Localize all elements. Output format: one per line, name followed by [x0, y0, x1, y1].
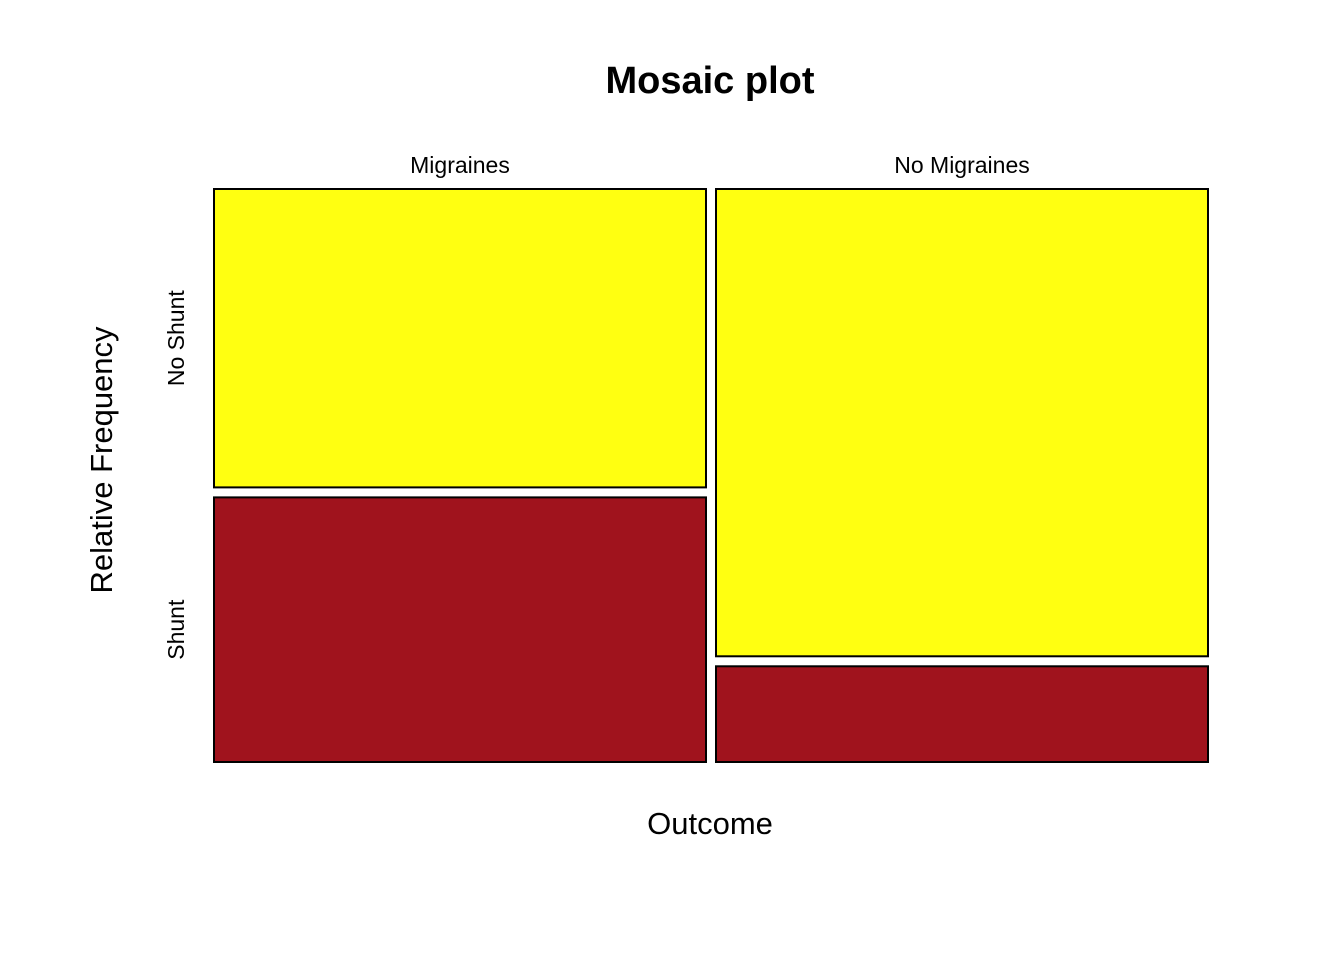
mosaic-tiles: [213, 188, 1209, 763]
chart-title: Mosaic plot: [605, 60, 814, 102]
category-labels: Migraines No Migraines Shunt No Shunt: [163, 152, 1030, 660]
tile-no-migraines-no-shunt: [715, 188, 1209, 658]
tile-migraines-no-shunt: [213, 188, 707, 489]
y-axis-title: Relative Frequency: [84, 326, 119, 594]
tile-migraines-shunt: [213, 496, 707, 763]
x-category-label-migraines: Migraines: [410, 152, 510, 178]
x-axis-title: Outcome: [647, 806, 773, 841]
y-category-label-no-shunt: No Shunt: [163, 290, 189, 387]
tile-no-migraines-shunt: [715, 665, 1209, 763]
x-category-label-no-migraines: No Migraines: [894, 152, 1030, 178]
y-category-label-shunt: Shunt: [163, 599, 189, 660]
